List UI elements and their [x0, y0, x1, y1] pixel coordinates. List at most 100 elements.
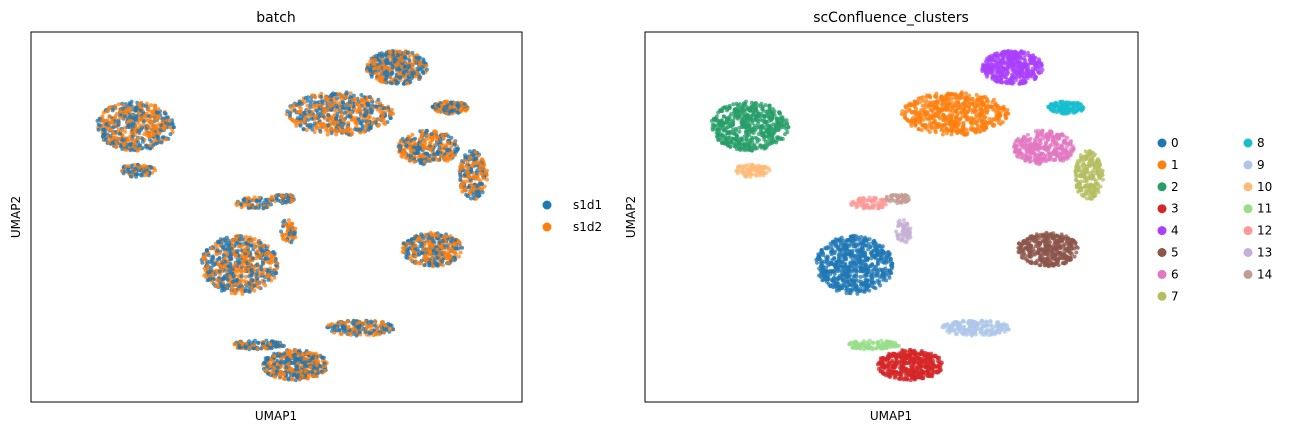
point-s1d2	[433, 130, 438, 135]
point-s1d2	[214, 284, 218, 289]
point-cluster-2	[751, 102, 756, 106]
point-s1d2	[410, 132, 415, 137]
point-s1d1	[130, 124, 135, 129]
point-s1d2	[223, 250, 228, 255]
point-s1d1	[237, 284, 242, 289]
point-s1d1	[344, 92, 349, 97]
point-s1d1	[358, 120, 363, 125]
point-s1d2	[459, 161, 464, 166]
point-cluster-10	[758, 164, 763, 169]
point-s1d2	[299, 369, 304, 373]
point-s1d1	[224, 240, 229, 245]
point-s1d2	[468, 156, 472, 161]
point-s1d1	[278, 360, 283, 365]
point-s1d2	[244, 235, 249, 239]
point-s1d1	[398, 75, 403, 80]
point-s1d1	[298, 123, 303, 128]
point-s1d1	[204, 248, 209, 253]
point-s1d2	[358, 105, 362, 110]
point-s1d2	[164, 137, 169, 142]
point-cluster-12	[868, 205, 873, 210]
point-s1d2	[372, 66, 377, 71]
point-s1d1	[298, 113, 303, 118]
point-s1d2	[385, 108, 390, 113]
point-s1d2	[119, 128, 124, 133]
point-s1d2	[318, 121, 323, 126]
point-s1d2	[289, 367, 294, 372]
point-s1d1	[128, 148, 133, 153]
point-s1d1	[101, 127, 106, 132]
point-s1d2	[419, 261, 424, 266]
point-s1d2	[145, 118, 150, 123]
point-s1d1	[256, 340, 261, 345]
point-s1d2	[150, 130, 155, 134]
point-s1d2	[326, 101, 331, 105]
point-cluster-2	[728, 140, 733, 145]
point-s1d1	[427, 153, 432, 158]
point-s1d1	[427, 261, 432, 265]
point-s1d1	[363, 113, 367, 118]
point-s1d2	[334, 132, 339, 137]
point-s1d2	[480, 158, 485, 163]
point-s1d1	[408, 80, 413, 84]
point-s1d1	[247, 281, 252, 286]
point-s1d1	[171, 125, 176, 130]
point-cluster-2	[720, 140, 725, 145]
point-s1d2	[379, 79, 384, 84]
point-s1d1	[276, 344, 281, 348]
point-s1d1	[357, 324, 362, 329]
point-s1d1	[306, 117, 311, 122]
point-s1d1	[458, 177, 463, 182]
point-s1d1	[333, 328, 338, 333]
point-s1d1	[434, 261, 439, 266]
point-s1d1	[274, 196, 279, 201]
point-s1d1	[340, 104, 345, 109]
point-s1d2	[413, 142, 418, 147]
point-s1d1	[384, 59, 389, 64]
point-s1d2	[126, 164, 131, 169]
point-s1d1	[252, 283, 257, 288]
point-s1d2	[274, 266, 279, 271]
panel-batch-points	[95, 49, 489, 383]
point-s1d2	[271, 354, 276, 359]
point-s1d2	[105, 109, 109, 114]
point-s1d2	[286, 218, 291, 223]
point-s1d1	[249, 268, 254, 273]
point-s1d1	[394, 74, 399, 79]
point-s1d2	[369, 323, 374, 328]
point-s1d2	[126, 106, 131, 111]
point-s1d1	[401, 81, 406, 86]
point-cluster-2	[744, 124, 749, 129]
point-cluster-2	[728, 144, 733, 149]
point-s1d1	[396, 80, 401, 85]
point-s1d2	[149, 103, 154, 108]
point-s1d1	[133, 166, 138, 171]
point-s1d2	[377, 122, 382, 127]
point-s1d2	[315, 361, 320, 366]
point-s1d1	[239, 274, 244, 279]
point-s1d1	[348, 114, 353, 119]
point-cluster-12	[856, 198, 861, 203]
point-s1d1	[322, 361, 327, 366]
point-s1d2	[325, 132, 330, 137]
point-s1d1	[460, 245, 465, 250]
point-cluster-2	[715, 127, 720, 132]
point-s1d1	[259, 264, 264, 269]
point-s1d2	[207, 274, 212, 278]
point-s1d1	[253, 205, 258, 210]
point-s1d2	[352, 107, 357, 112]
point-s1d2	[261, 344, 266, 349]
point-s1d1	[467, 149, 472, 154]
point-s1d2	[446, 261, 451, 266]
point-cluster-2	[739, 125, 744, 130]
point-s1d1	[434, 250, 439, 255]
point-s1d1	[369, 74, 374, 79]
point-s1d2	[233, 253, 238, 258]
point-s1d2	[422, 159, 427, 164]
point-cluster-2	[763, 103, 768, 108]
point-s1d2	[232, 282, 237, 287]
point-cluster-2	[744, 115, 749, 120]
point-s1d1	[404, 144, 409, 149]
point-s1d1	[456, 146, 460, 151]
point-s1d1	[424, 67, 429, 72]
